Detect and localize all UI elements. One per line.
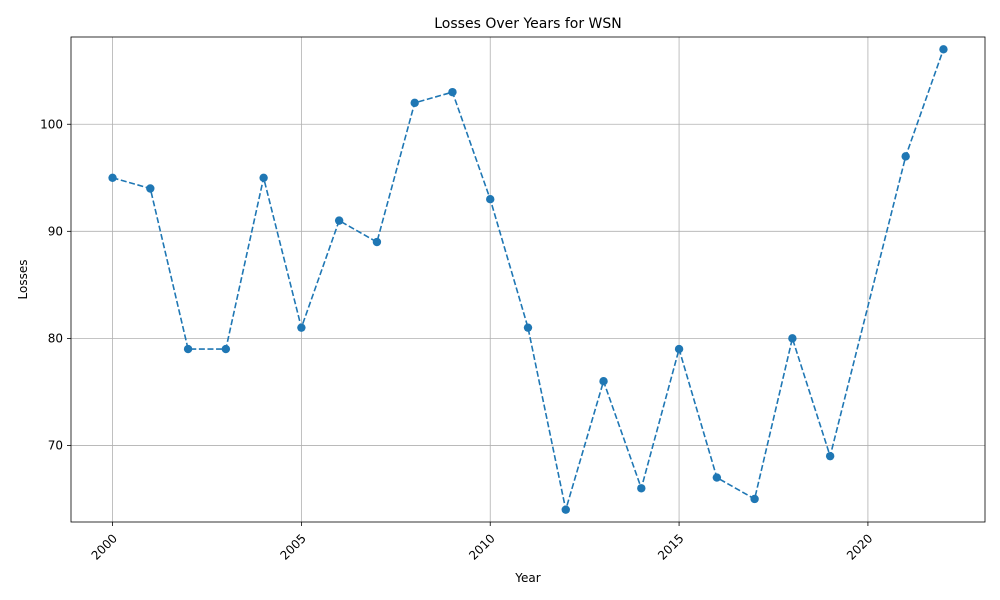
data-point	[297, 323, 306, 332]
data-point	[523, 323, 533, 332]
y-tick-label: 100	[40, 117, 63, 131]
data-point	[788, 334, 797, 343]
data-point	[486, 195, 495, 204]
data-point	[221, 344, 231, 354]
data-point	[259, 173, 268, 182]
grid	[71, 37, 985, 522]
data-point	[901, 152, 910, 161]
data-point	[674, 344, 684, 354]
y-tick-label: 70	[48, 438, 63, 452]
y-axis-label: Losses	[16, 260, 30, 300]
data-point	[939, 45, 948, 54]
data-point	[599, 377, 608, 386]
data-point	[561, 505, 570, 514]
data-point	[146, 184, 155, 193]
data-point	[637, 484, 646, 493]
chart-title: Losses Over Years for WSN	[434, 16, 621, 32]
y-tick-label: 90	[48, 224, 63, 238]
data-point	[108, 173, 117, 182]
series-layer	[108, 45, 948, 514]
data-point	[825, 451, 835, 461]
series-line	[112, 49, 945, 510]
data-point	[372, 237, 382, 247]
data-point	[410, 98, 419, 108]
data-point	[334, 216, 344, 225]
data-point	[712, 473, 722, 482]
x-axis-label: Year	[514, 571, 540, 585]
data-point	[183, 344, 193, 354]
y-tick-label: 80	[48, 331, 63, 345]
data-point	[448, 87, 457, 97]
data-point	[750, 494, 759, 504]
plot-frame	[70, 36, 986, 523]
